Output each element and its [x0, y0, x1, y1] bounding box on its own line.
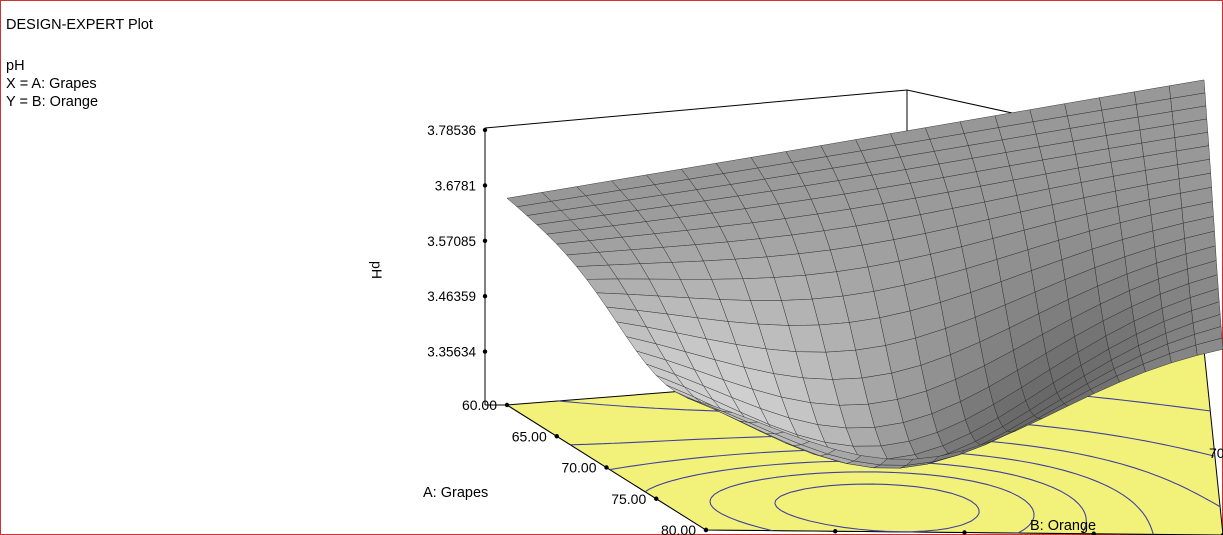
- surface-patch: [849, 317, 886, 351]
- y-tick-mark: [1220, 532, 1223, 535]
- y-factor-label: Y = B: Orange: [6, 94, 99, 110]
- app-title: DESIGN-EXPERT Plot: [6, 17, 153, 33]
- z-tick-mark: [482, 127, 488, 133]
- response-label: pH: [6, 58, 25, 74]
- z-tick-label: 3.46359: [427, 289, 476, 304]
- surface-patch: [695, 400, 732, 413]
- z-tick-mark: [482, 183, 488, 188]
- x-tick-label: 65.00: [512, 428, 547, 444]
- contour-line: [709, 471, 1035, 534]
- x-tick-mark: [604, 465, 609, 470]
- contour-line: [774, 483, 980, 533]
- x-tick-mark: [504, 402, 510, 408]
- x-tick-label: 60.00: [462, 397, 497, 413]
- response-surface: [506, 79, 1223, 469]
- y-axis-title: B: Orange: [1030, 518, 1096, 534]
- x-tick-label: 70.00: [561, 460, 596, 476]
- x-factor-label: X = A: Grapes: [6, 76, 97, 92]
- y-tick-label: 70.00: [1209, 445, 1223, 461]
- x-tick-mark: [554, 434, 559, 439]
- x-tick-label: 80.00: [661, 522, 696, 535]
- top-back-edge: [484, 89, 908, 129]
- x-tick-label: 75.00: [611, 491, 646, 507]
- z-tick-label: 3.78536: [427, 123, 476, 138]
- z-tick-label: 3.57085: [427, 234, 476, 249]
- y-tick-mark: [1091, 531, 1096, 535]
- x-tick-mark: [654, 496, 659, 501]
- z-tick-mark: [482, 294, 488, 299]
- surface-patch: [842, 291, 880, 323]
- z-tick-label: 3.6781: [435, 178, 476, 193]
- z-tick-mark: [482, 349, 488, 354]
- z-tick-mark: [482, 238, 488, 244]
- surface-patch: [836, 266, 875, 297]
- x-axis-title: A: Grapes: [423, 485, 488, 501]
- y-tick-mark: [833, 529, 838, 534]
- y-tick-mark: [962, 530, 967, 535]
- z-axis-title: pH: [369, 261, 385, 279]
- z-tick-label: 3.35634: [427, 345, 476, 360]
- y-tick-mark: [703, 527, 709, 533]
- tick-labels: 3.35634 3.46359 3.57085 3.6781 3.78536 60.00 6…: [369, 123, 1223, 535]
